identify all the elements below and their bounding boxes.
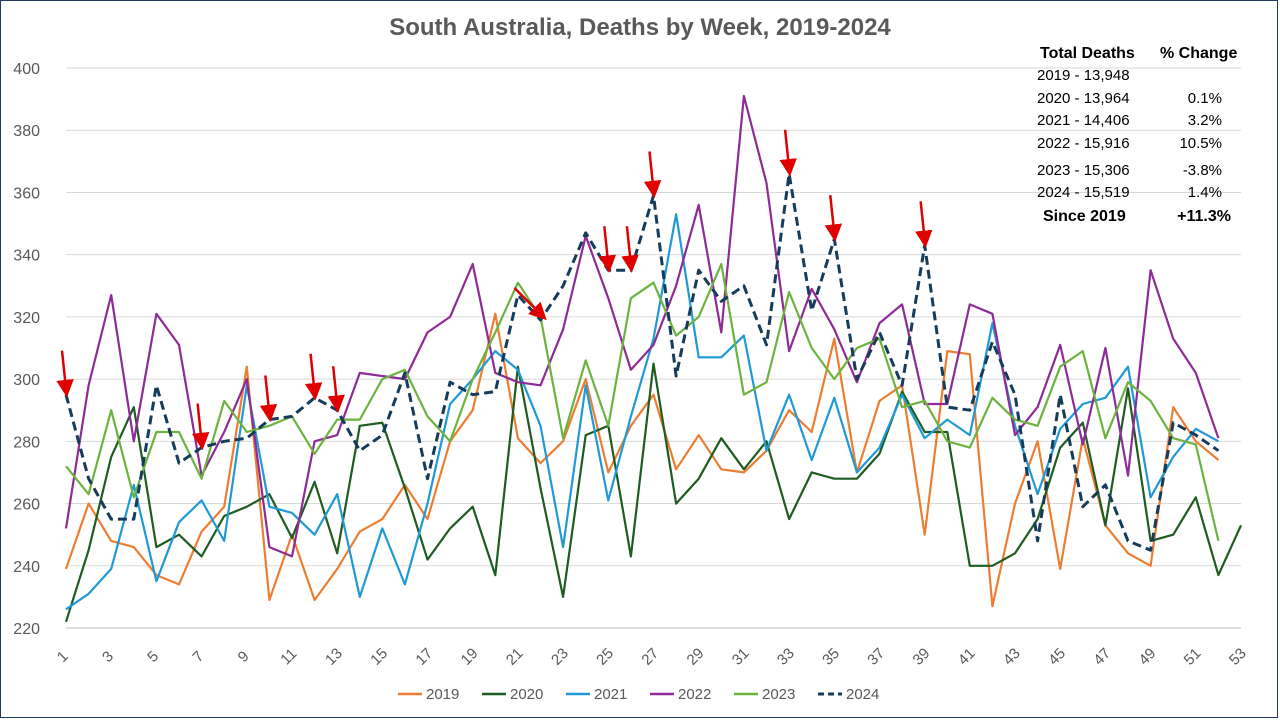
x-tick-label: 45 <box>1045 645 1069 669</box>
annotation-total-change: +11.3% <box>1177 208 1231 225</box>
red-arrow <box>513 287 547 321</box>
x-tick-label: 3 <box>99 648 117 666</box>
x-tick-label: 33 <box>774 645 798 669</box>
annotation-row-label: 2020 - 13,964 <box>1037 90 1130 107</box>
red-arrow <box>191 403 210 451</box>
red-arrow <box>915 201 933 249</box>
series-line-2024 <box>64 172 1220 552</box>
x-tick-label: 35 <box>819 645 843 669</box>
legend-label: 2020 <box>510 686 543 703</box>
x-tick-label: 37 <box>864 645 888 669</box>
x-tick-label: 13 <box>322 645 346 669</box>
legend-label: 2024 <box>846 686 879 703</box>
series-line-2023 <box>65 262 1220 542</box>
red-arrow <box>621 226 639 273</box>
x-axis-ticks: 1 3 5 7 9 11 13 15 17 19 21 23 25 27 29 31 33 35 37 39 41 43 4… <box>54 645 1250 669</box>
annotation-row-label: 2021 - 14,406 <box>1037 112 1130 129</box>
total-deaths-annotation: Total Deaths % Change 2019 - 13,948 2020 - … <box>1037 45 1237 225</box>
x-tick-label: 51 <box>1181 645 1205 669</box>
legend-label: 2021 <box>594 686 627 703</box>
red-arrow <box>598 226 617 273</box>
annotation-total-label: Since 2019 <box>1043 208 1126 225</box>
gridlines <box>66 67 1241 629</box>
x-tick-label: 41 <box>955 645 979 669</box>
y-tick-label: 220 <box>13 621 40 638</box>
x-tick-label: 7 <box>189 648 207 666</box>
red-arrow <box>304 353 323 401</box>
x-tick-label: 27 <box>638 645 662 669</box>
chart-title: South Australia, Deaths by Week, 2019-20… <box>389 14 891 41</box>
x-tick-label: 25 <box>593 645 617 669</box>
y-tick-label: 320 <box>13 310 40 327</box>
red-arrow <box>56 350 74 398</box>
y-tick-label: 400 <box>13 61 40 78</box>
y-tick-label: 240 <box>13 559 40 576</box>
annotation-row-label: 2023 - 15,306 <box>1037 162 1130 179</box>
x-tick-label: 49 <box>1136 645 1160 669</box>
annotation-row-change: 0.1% <box>1188 90 1222 107</box>
red-arrow <box>327 366 345 413</box>
annotation-row-label: 2019 - 13,948 <box>1037 67 1130 84</box>
y-tick-label: 300 <box>13 372 40 389</box>
legend-label: 2023 <box>762 686 795 703</box>
series-lines <box>64 94 1243 623</box>
y-tick-label: 380 <box>13 123 40 140</box>
x-tick-label: 1 <box>54 648 72 666</box>
x-tick-label: 19 <box>458 645 482 669</box>
y-axis-ticks: 220 240 260 280 300 320 340 360 380 400 <box>13 61 40 638</box>
x-tick-label: 47 <box>1090 645 1114 669</box>
y-tick-label: 280 <box>13 434 40 451</box>
y-tick-label: 340 <box>13 248 40 265</box>
x-tick-label: 53 <box>1226 645 1250 669</box>
x-tick-label: 39 <box>910 645 934 669</box>
legend-label: 2022 <box>678 686 711 703</box>
x-tick-label: 23 <box>548 645 572 669</box>
x-tick-label: 21 <box>503 645 527 669</box>
annotation-row-change: 3.2% <box>1188 112 1222 129</box>
y-tick-label: 360 <box>13 185 40 202</box>
annotation-header-total: Total Deaths <box>1040 45 1135 62</box>
legend-label: 2019 <box>426 686 459 703</box>
red-arrow <box>259 375 278 423</box>
red-arrow <box>643 151 662 199</box>
x-tick-label: 15 <box>367 645 391 669</box>
annotation-row-label: 2024 - 15,519 <box>1037 184 1130 201</box>
x-tick-label: 29 <box>684 645 708 669</box>
red-arrows <box>56 129 933 451</box>
annotation-row-change: 1.4% <box>1188 184 1222 201</box>
x-tick-label: 9 <box>235 648 253 666</box>
series-line-2022 <box>64 94 1220 558</box>
x-tick-label: 17 <box>412 645 436 669</box>
x-tick-label: 5 <box>144 648 162 666</box>
legend: 2019 2020 2021 2022 2023 2024 <box>398 686 879 703</box>
annotation-row-change: -3.8% <box>1183 162 1222 179</box>
annotation-row-change: 10.5% <box>1179 135 1222 152</box>
red-arrow <box>779 129 797 177</box>
x-tick-label: 11 <box>277 645 300 668</box>
y-tick-label: 260 <box>13 497 40 514</box>
annotation-row-label: 2022 - 15,916 <box>1037 135 1130 152</box>
x-tick-label: 43 <box>1000 645 1024 669</box>
red-arrow <box>824 194 843 242</box>
x-tick-label: 31 <box>729 645 753 669</box>
series-line-2020 <box>64 362 1243 623</box>
annotation-header-change: % Change <box>1160 45 1237 62</box>
